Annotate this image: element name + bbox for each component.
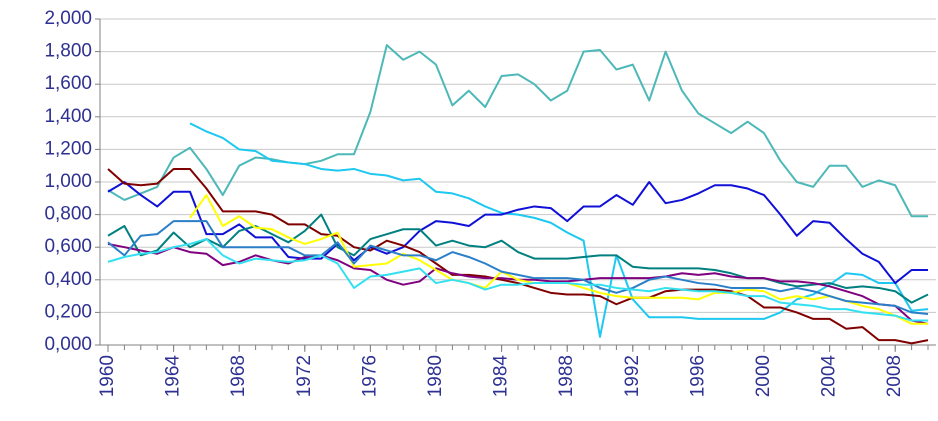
y-tick-label: 0,000 <box>44 334 92 355</box>
x-tick-label: 2004 <box>819 355 840 398</box>
y-tick-label: 1,400 <box>44 106 92 127</box>
y-tick-label: 0,600 <box>44 236 92 257</box>
y-tick-label: 2,000 <box>44 8 92 29</box>
x-tick-label: 1960 <box>97 355 118 397</box>
series-line <box>107 44 928 218</box>
series-line <box>107 167 929 345</box>
y-tick-label: 1,800 <box>44 41 92 62</box>
x-tick-label: 2000 <box>753 355 774 397</box>
y-tick-label: 0,200 <box>44 301 92 322</box>
x-tick-label: 1976 <box>359 355 380 397</box>
series-line <box>107 220 929 316</box>
y-tick-label: 1,200 <box>44 138 92 159</box>
y-tick-label: 1,000 <box>44 171 92 192</box>
x-tick-label: 1984 <box>491 355 512 398</box>
x-tick-label: 2008 <box>884 355 905 397</box>
y-tick-label: 0,800 <box>44 204 92 225</box>
x-tick-label: 1996 <box>687 355 708 397</box>
y-tick-label: 1,600 <box>44 73 92 94</box>
series-line <box>107 181 928 285</box>
x-tick-label: 1992 <box>622 355 643 397</box>
series-line <box>189 122 929 338</box>
x-tick-label: 1988 <box>556 355 577 397</box>
x-tick-label: 1968 <box>228 355 249 397</box>
x-tick-label: 1972 <box>294 355 315 397</box>
x-tick-label: 1980 <box>425 355 446 397</box>
y-tick-label: 0,400 <box>44 269 92 290</box>
series-line <box>107 213 929 304</box>
x-tick-label: 1964 <box>163 355 184 398</box>
series-line <box>107 238 928 322</box>
